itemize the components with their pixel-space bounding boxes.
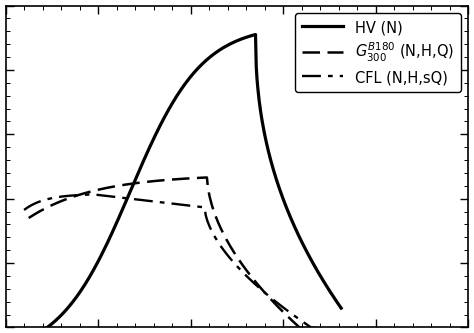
CFL (N,H,sQ) <box>132 197 137 201</box>
CFL (N,H,sQ) <box>327 328 333 332</box>
HV (N) <box>336 303 342 307</box>
CFL (N,H,sQ) <box>236 266 242 270</box>
HV (N) <box>66 304 72 308</box>
CFL (N,H,sQ) <box>212 236 218 240</box>
Line: HV (N): HV (N) <box>47 35 341 327</box>
HV (N) <box>45 325 50 329</box>
$G_{300}^{B180}$ (N,H,Q) <box>408 332 413 333</box>
$G_{300}^{B180}$ (N,H,Q) <box>415 332 420 333</box>
HV (N) <box>258 109 264 113</box>
$G_{300}^{B180}$ (N,H,Q) <box>213 216 219 220</box>
CFL (N,H,sQ) <box>87 192 92 196</box>
HV (N) <box>309 259 314 263</box>
HV (N) <box>253 33 258 37</box>
HV (N) <box>338 306 344 310</box>
CFL (N,H,sQ) <box>21 208 27 212</box>
HV (N) <box>331 295 337 299</box>
$G_{300}^{B180}$ (N,H,Q) <box>159 178 165 182</box>
Legend: HV (N), $G_{300}^{B180}$ (N,H,Q), CFL (N,H,sQ): HV (N), $G_{300}^{B180}$ (N,H,Q), CFL (N… <box>295 13 461 92</box>
CFL (N,H,sQ) <box>195 205 201 209</box>
CFL (N,H,sQ) <box>226 254 231 258</box>
Line: $G_{300}^{B180}$ (N,H,Q): $G_{300}^{B180}$ (N,H,Q) <box>29 177 441 333</box>
$G_{300}^{B180}$ (N,H,Q) <box>237 259 243 263</box>
$G_{300}^{B180}$ (N,H,Q) <box>26 216 32 220</box>
Line: CFL (N,H,sQ): CFL (N,H,sQ) <box>24 194 455 333</box>
$G_{300}^{B180}$ (N,H,Q) <box>36 209 42 213</box>
$G_{300}^{B180}$ (N,H,Q) <box>204 175 210 179</box>
HV (N) <box>141 159 146 163</box>
